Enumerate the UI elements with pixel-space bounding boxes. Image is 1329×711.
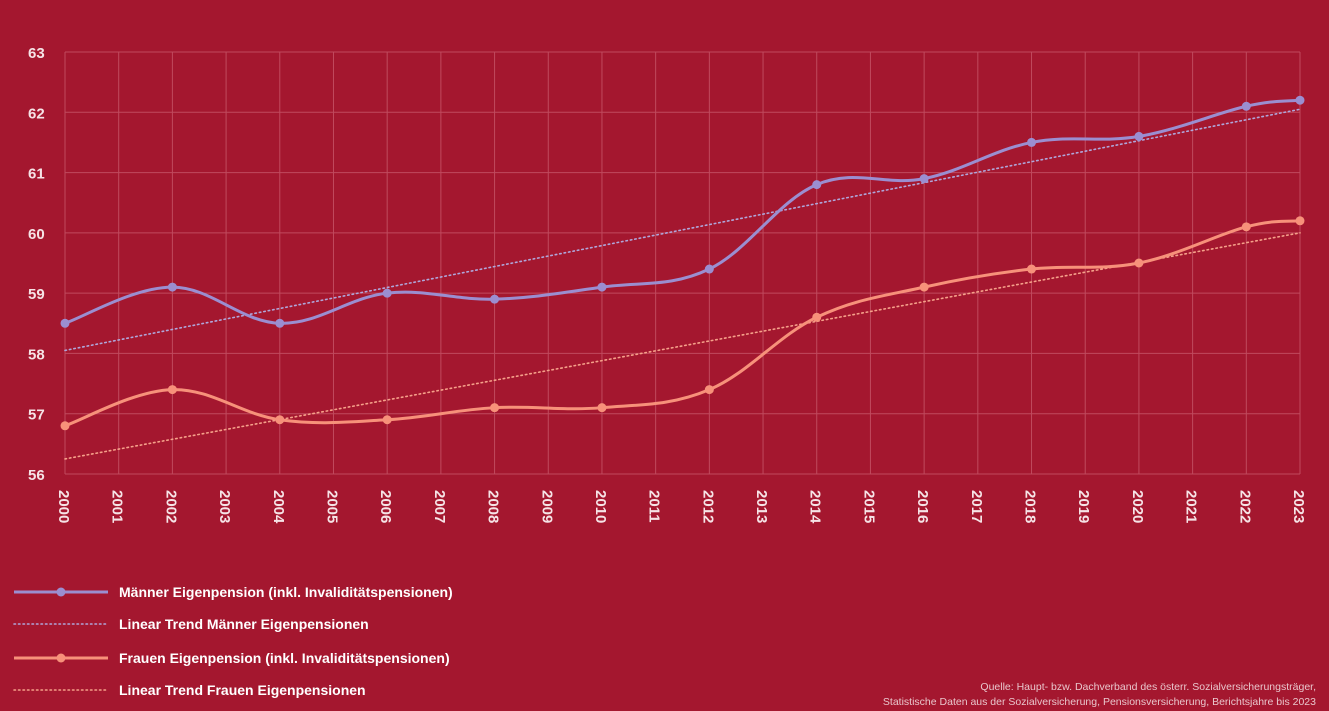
legend-marker-women <box>56 653 66 663</box>
data-point-men <box>1134 131 1144 141</box>
x-tick-label: 2022 <box>1236 490 1253 523</box>
x-tick-label: 2005 <box>323 490 340 523</box>
data-point-women <box>275 415 285 425</box>
data-point-men <box>704 264 714 274</box>
data-point-women <box>1134 258 1144 268</box>
x-tick-label: 2002 <box>162 490 179 523</box>
series-line-men-trend <box>64 108 1301 352</box>
legend: Männer Eigenpension (inkl. Invaliditätsp… <box>13 584 453 698</box>
data-point-women <box>1295 216 1305 226</box>
x-axis-ticks: 2000 2001 2002 2003 2004 2005 2006 2007 2008 2009… <box>55 490 1307 524</box>
y-tick-label: 58 <box>28 346 45 363</box>
data-point-women <box>704 385 714 395</box>
source-line: Statistische Daten aus der Sozialversich… <box>883 696 1316 708</box>
data-point-men <box>812 180 822 190</box>
x-tick-label: 2016 <box>914 490 931 523</box>
x-tick-label: 2019 <box>1075 490 1092 523</box>
x-tick-label: 2015 <box>860 490 877 523</box>
data-point-men <box>919 174 929 184</box>
x-tick-label: 2006 <box>377 490 394 523</box>
data-point-men <box>1241 101 1251 111</box>
grid-lines <box>64 51 1301 475</box>
y-tick-label: 63 <box>28 45 45 62</box>
data-point-men <box>167 282 177 292</box>
x-tick-label: 2003 <box>216 490 233 523</box>
x-tick-label: 2012 <box>699 490 716 523</box>
data-point-women <box>1027 264 1037 274</box>
y-tick-label: 59 <box>28 286 45 303</box>
y-tick-label: 60 <box>28 226 45 243</box>
series-layer <box>60 95 1305 460</box>
y-tick-label: 57 <box>28 407 45 424</box>
x-tick-label: 2010 <box>592 490 609 523</box>
legend-marker-men <box>56 587 66 597</box>
x-tick-label: 2011 <box>646 490 663 523</box>
x-tick-label: 2014 <box>807 490 824 524</box>
x-tick-label: 2004 <box>270 490 287 524</box>
data-point-men <box>597 282 607 292</box>
x-tick-label: 2018 <box>1022 490 1039 523</box>
data-point-men <box>382 288 392 298</box>
data-point-women <box>167 385 177 395</box>
legend-label-men-trend: Linear Trend Männer Eigenpensionen <box>119 616 369 632</box>
source-note: Quelle: Haupt- bzw. Dachverband des öste… <box>883 681 1316 708</box>
data-point-women <box>812 312 822 322</box>
x-tick-label: 2007 <box>431 490 448 523</box>
data-point-women <box>490 403 500 413</box>
x-tick-label: 2009 <box>538 490 555 523</box>
x-tick-label: 2013 <box>753 490 770 523</box>
y-tick-label: 62 <box>28 105 45 122</box>
data-point-men <box>490 294 500 304</box>
data-point-women <box>1241 222 1251 232</box>
legend-label-men: Männer Eigenpension (inkl. Invaliditätsp… <box>119 584 453 600</box>
y-tick-label: 61 <box>28 166 45 183</box>
y-tick-label: 56 <box>28 467 45 484</box>
data-point-men <box>1027 137 1037 147</box>
data-point-men <box>1295 95 1305 105</box>
x-tick-label: 2023 <box>1290 490 1307 523</box>
x-tick-label: 2020 <box>1129 490 1146 523</box>
x-tick-label: 2021 <box>1183 490 1200 523</box>
legend-label-women-trend: Linear Trend Frauen Eigenpensionen <box>119 682 366 698</box>
x-tick-label: 2000 <box>55 490 72 523</box>
data-point-women <box>60 421 70 431</box>
series-line-women-trend <box>64 232 1301 460</box>
data-point-women <box>597 403 607 413</box>
data-point-women <box>382 415 392 425</box>
x-tick-label: 2008 <box>485 490 502 523</box>
data-point-women <box>919 282 929 292</box>
legend-label-women: Frauen Eigenpension (inkl. Invaliditätsp… <box>119 650 450 666</box>
data-point-men <box>60 318 70 328</box>
source-line: Quelle: Haupt- bzw. Dachverband des öste… <box>980 681 1316 693</box>
x-tick-label: 2001 <box>109 490 126 523</box>
y-axis-ticks: 56 57 58 59 60 61 62 63 <box>28 45 45 484</box>
x-tick-label: 2017 <box>968 490 985 523</box>
data-point-men <box>275 318 285 328</box>
